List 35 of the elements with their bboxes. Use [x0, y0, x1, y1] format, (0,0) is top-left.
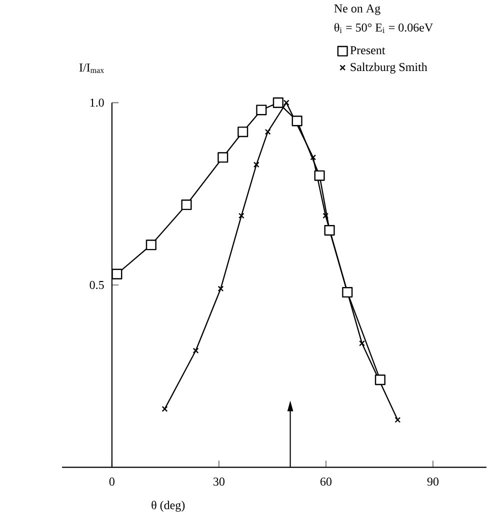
- text: θ$_{i}$ = 50° E$_{i}$ = 0.06eV: [334, 23, 433, 33]
- point: [283, 100, 290, 106]
- point: [314, 170, 325, 181]
- point: [292, 116, 302, 126]
- x-tick-label: 0: [109, 478, 114, 486]
- y-tick-label: 1.0: [90, 98, 104, 107]
- legend-label: Saltzburg Smith: [350, 62, 428, 74]
- point: [324, 225, 335, 236]
- legend-label: Present: [350, 46, 386, 54]
- point: [238, 212, 244, 219]
- legend-title: Ne on Ag: [334, 4, 380, 15]
- y-axis-title: I/I$_{max}$: [79, 64, 104, 73]
- point: [218, 286, 224, 292]
- point: [253, 162, 260, 168]
- point: [162, 406, 168, 412]
- point: [181, 200, 192, 210]
- point: [272, 97, 284, 108]
- x-tick-label: 90: [427, 478, 439, 486]
- point: [342, 287, 353, 298]
- point: [264, 128, 271, 135]
- x-tick-label: 30: [214, 478, 224, 486]
- x-tick-label: 60: [320, 478, 332, 486]
- x-axis-title: θ (deg): [152, 500, 185, 512]
- point: [146, 240, 156, 250]
- point: [394, 416, 401, 423]
- point: [218, 152, 228, 163]
- point: [359, 340, 365, 346]
- point: [310, 154, 316, 160]
- point: [238, 126, 248, 138]
- point: [192, 348, 199, 354]
- point: [112, 268, 122, 280]
- point: [322, 212, 329, 219]
- point: [374, 374, 386, 386]
- point: [256, 104, 267, 116]
- y-tick-label: 0.5: [90, 280, 104, 290]
